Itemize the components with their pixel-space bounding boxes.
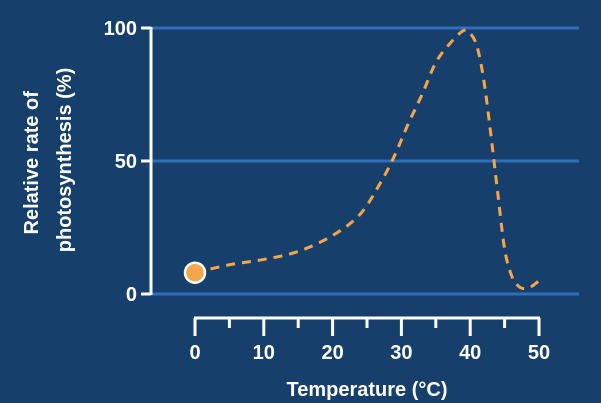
x-tick-label-50: 50: [528, 342, 550, 364]
y-axis-title: Relative rate of photosynthesis (%): [21, 68, 76, 252]
x-axis-title: Temperature (°C): [287, 379, 448, 401]
x-tick-label-40: 40: [459, 342, 481, 364]
y-tick-label-0: 0: [126, 284, 137, 306]
x-tick-label-10: 10: [253, 342, 275, 364]
x-tick-label-0: 0: [189, 342, 200, 364]
axes: [141, 26, 541, 336]
y-tick-label-50: 50: [115, 151, 137, 173]
x-tick-label-30: 30: [390, 342, 412, 364]
x-tick-label-20: 20: [321, 342, 343, 364]
series-line-0: [194, 28, 540, 291]
series-layer: [183, 28, 540, 291]
gridlines: [151, 26, 579, 296]
tick-labels: 0 50 100 0 10 20 30 40 50: [104, 18, 551, 364]
y-axis-title-line-1: Relative rate of: [21, 91, 43, 235]
y-tick-label-100: 100: [104, 18, 137, 40]
y-axis-title-line-2: photosynthesis (%): [54, 68, 76, 252]
start-point-marker: [183, 261, 207, 284]
